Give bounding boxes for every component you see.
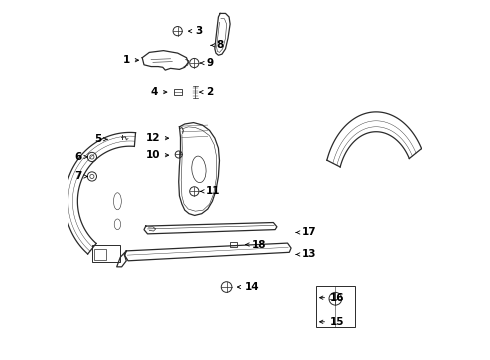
Bar	[95, 249, 106, 260]
Text: 1: 1	[122, 55, 139, 65]
Text: 12: 12	[146, 133, 169, 143]
Text: 14: 14	[237, 282, 260, 292]
Text: 15: 15	[319, 317, 344, 327]
Bar	[230, 242, 237, 247]
Bar	[174, 89, 182, 95]
Text: 11: 11	[200, 186, 220, 196]
Bar	[92, 244, 120, 262]
Text: 13: 13	[296, 249, 316, 260]
Text: 7: 7	[74, 171, 87, 181]
Text: 17: 17	[296, 228, 317, 238]
Text: 18: 18	[246, 239, 267, 249]
Text: 4: 4	[151, 87, 167, 97]
Text: 10: 10	[146, 150, 169, 160]
Text: 16: 16	[319, 293, 344, 303]
Text: 6: 6	[74, 152, 87, 162]
Text: 9: 9	[200, 58, 213, 68]
Text: 8: 8	[211, 40, 224, 50]
Bar	[316, 286, 355, 327]
Text: 3: 3	[189, 26, 203, 36]
Text: 5: 5	[94, 134, 107, 144]
Text: 2: 2	[200, 87, 213, 97]
